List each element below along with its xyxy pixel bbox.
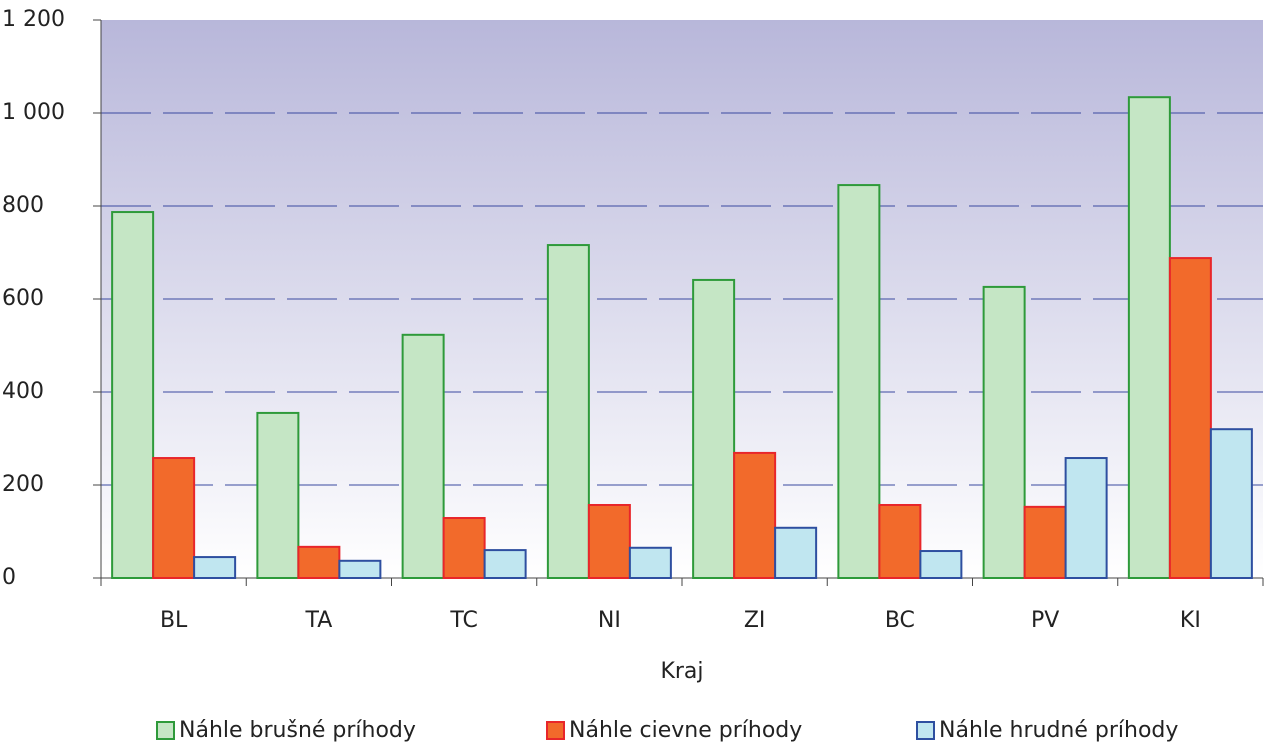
- x-tick-label: KI: [1180, 608, 1201, 633]
- y-tick-label: 1 000: [2, 100, 65, 125]
- bar: [919, 550, 963, 580]
- bar: [338, 559, 382, 579]
- y-tick-label: 1 200: [2, 7, 65, 32]
- bar: [1168, 257, 1212, 579]
- legend-label: Náhle hrudné príhody: [939, 718, 1178, 743]
- bar: [152, 457, 196, 579]
- bar: [1023, 505, 1067, 580]
- bar: [733, 451, 777, 580]
- legend-swatch: [156, 721, 175, 740]
- y-tick-label: 0: [2, 565, 16, 590]
- bar: [1209, 428, 1253, 580]
- bar: [1127, 96, 1171, 579]
- legend-label: Náhle brušné príhody: [179, 718, 416, 743]
- x-axis-label: Kraj: [660, 659, 703, 684]
- bar: [1064, 457, 1108, 579]
- bar: [878, 503, 922, 579]
- y-tick-label: 800: [2, 193, 44, 218]
- bar: [587, 503, 631, 579]
- bar: [256, 411, 300, 579]
- bar: [628, 546, 672, 580]
- x-tick-label: PV: [1031, 608, 1059, 633]
- x-tick-label: BC: [885, 608, 915, 633]
- x-tick-label: TA: [304, 608, 332, 633]
- bar: [442, 517, 486, 580]
- legend-swatch: [546, 721, 565, 740]
- legend-label: Náhle cievne príhody: [569, 718, 802, 743]
- x-tick-label: ZI: [744, 608, 766, 633]
- y-tick-label: 400: [2, 379, 44, 404]
- bar: [111, 211, 155, 579]
- bar: [483, 549, 527, 579]
- bar: [546, 244, 590, 579]
- bar: [297, 545, 341, 579]
- bar: [774, 526, 818, 580]
- y-tick-label: 200: [2, 472, 44, 497]
- legend-swatch: [916, 721, 935, 740]
- bar: [692, 278, 736, 579]
- y-tick-label: 600: [2, 286, 44, 311]
- x-tick-label: NI: [598, 608, 621, 633]
- bar: [982, 285, 1026, 579]
- x-tick-label: BL: [160, 608, 188, 633]
- bar: [837, 184, 881, 579]
- x-tick-label: TC: [449, 608, 478, 633]
- bar: [193, 556, 237, 580]
- bar: [401, 333, 445, 579]
